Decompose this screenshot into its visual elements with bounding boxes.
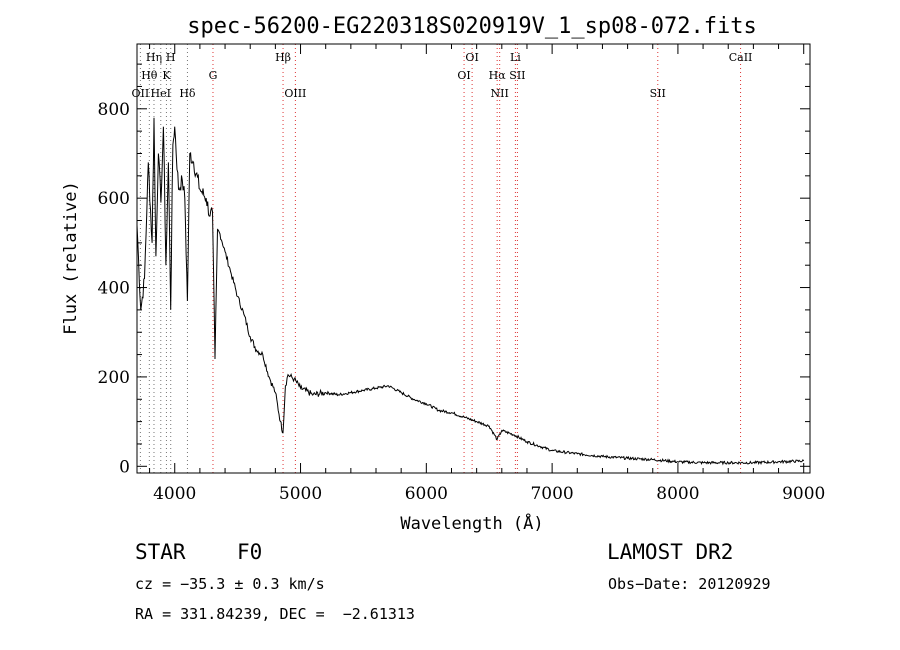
survey-name: LAMOST DR2 xyxy=(607,540,734,564)
spectral-line-label: Hδ xyxy=(179,87,196,100)
spectral-line-label: SII xyxy=(509,69,525,82)
redshift-cz: cz = −35.3 ± 0.3 km/s xyxy=(135,575,325,593)
x-tick-label: 7000 xyxy=(530,484,573,504)
spectral-line-label: OI xyxy=(465,51,478,64)
x-tick-label: 5000 xyxy=(279,484,322,504)
spectral-line-label: OII xyxy=(132,87,150,100)
x-tick-label: 6000 xyxy=(405,484,448,504)
spectral-line-label: Hη xyxy=(146,51,162,64)
axis-ticks: 4000 5000 6000 7000 8000 9000 0 200 400 600 800 xyxy=(98,44,825,504)
x-tick-label: 9000 xyxy=(782,484,825,504)
spectral-line-label: OIII xyxy=(284,87,306,100)
object-subclass: F0 xyxy=(237,540,263,564)
spectral-line-label: Hβ xyxy=(275,51,291,64)
spectral-line-label: CaII xyxy=(729,51,753,64)
spectral-line-markers: Hθ Hη OII HeI KH Hδ G Hβ OIII OI OI Hα NII Li SII SII Ca… xyxy=(132,44,753,473)
y-tick-label: 200 xyxy=(98,368,130,388)
y-tick-label: 400 xyxy=(98,279,130,299)
object-class: STAR xyxy=(135,540,186,564)
spectral-line-label: SII xyxy=(650,87,666,100)
x-tick-label: 4000 xyxy=(153,484,196,504)
x-tick-label: 8000 xyxy=(656,484,699,504)
coordinates: RA = 331.84239, DEC = −2.61313 xyxy=(135,605,415,623)
y-tick-label: 800 xyxy=(98,100,130,120)
x-axis-label: Wavelength (Å) xyxy=(400,512,543,534)
y-tick-label: 600 xyxy=(98,189,130,209)
spectral-line-label: Hα xyxy=(489,69,507,82)
spectral-line-label: K xyxy=(162,69,171,82)
y-tick-label: 0 xyxy=(119,457,130,477)
spectral-line-label: Li xyxy=(510,51,521,64)
spectral-line-label: Hθ xyxy=(141,69,158,82)
spectral-line-label: OI xyxy=(457,69,470,82)
series-layer xyxy=(136,117,805,466)
spectrum-series-line xyxy=(136,117,805,466)
spectral-line-label: H xyxy=(166,51,176,64)
chart-title: spec-56200-EG220318S020919V_1_sp08-072.f… xyxy=(187,14,757,39)
y-axis-label: Flux (relative) xyxy=(61,181,81,335)
observation-date: Obs−Date: 20120929 xyxy=(608,575,771,593)
plot-frame xyxy=(136,43,811,474)
spectral-line-label: NII xyxy=(491,87,509,100)
spectral-line-label: HeI xyxy=(151,87,171,100)
spectral-line-label: G xyxy=(209,69,218,82)
